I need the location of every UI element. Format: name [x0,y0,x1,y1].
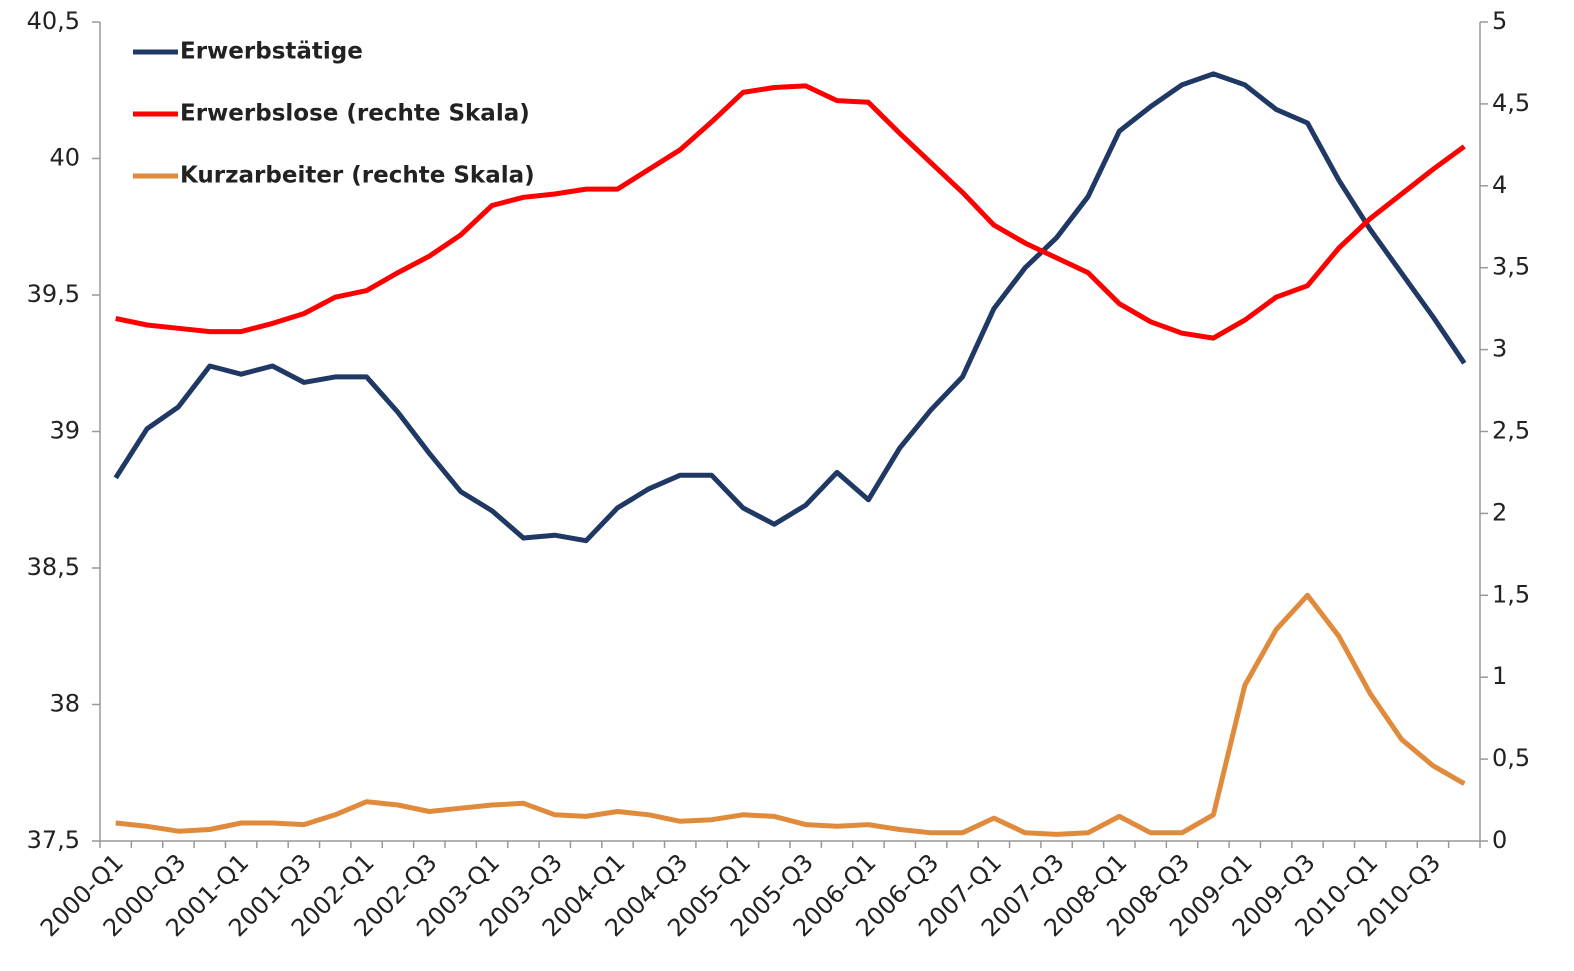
y-tick-label: 40,5 [27,7,80,35]
y-tick-label: 38 [49,690,80,718]
legend-label: Erwerbslose (rechte Skala) [180,101,530,127]
y2-tick-label: 3 [1492,335,1507,363]
y2-tick-label: 1,5 [1492,580,1530,608]
y-tick-label: 40 [49,144,80,172]
series-line [115,83,1466,341]
y2-tick-label: 3,5 [1492,253,1530,281]
y2-tick-label: 2,5 [1492,417,1530,445]
y2-tick-label: 0,5 [1492,744,1530,772]
y2-tick-label: 1 [1492,662,1507,690]
legend: Erwerbstätige Erwerbslose (rechte Skala) K… [133,39,535,189]
y2-tick-label: 5 [1492,7,1507,35]
y-tick-label: 37,5 [27,826,80,854]
legend-label: Erwerbstätige [180,39,363,65]
y2-tick-label: 2 [1492,498,1507,526]
y2-tick-label: 4 [1492,171,1507,199]
y-tick-label: 39,5 [27,280,80,308]
y-tick-label: 38,5 [27,553,80,581]
y2-tick-label: 4,5 [1492,89,1530,117]
legend-label: Kurzarbeiter (rechte Skala) [180,163,535,189]
series-line [115,592,1466,837]
y-tick-label: 39 [49,417,80,445]
series-line [113,71,1467,544]
y2-tick-label: 0 [1492,826,1507,854]
